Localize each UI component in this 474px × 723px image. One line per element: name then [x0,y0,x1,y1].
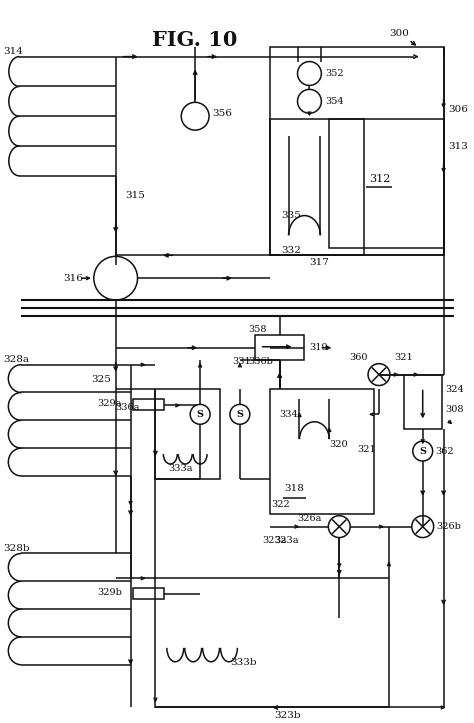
Text: 312: 312 [369,174,391,184]
Text: 354: 354 [325,97,344,106]
Text: 326a: 326a [298,514,322,523]
Bar [270,390,374,514]
Bar [255,335,304,359]
Text: 300: 300 [389,29,409,38]
Text: S: S [419,447,426,455]
Text: 328a: 328a [3,355,29,364]
Bar [133,399,164,411]
Text: 316: 316 [63,274,83,283]
Text: 323a: 323a [274,536,299,545]
Text: 332: 332 [282,246,301,255]
Text: 352: 352 [325,69,344,78]
Text: 333b: 333b [230,658,256,667]
Bar [133,589,164,599]
Text: 314: 314 [3,47,23,56]
Circle shape [190,404,210,424]
Text: 323a: 323a [263,536,287,545]
Text: 329a: 329a [97,399,121,408]
Text: S: S [237,410,243,419]
Text: 356: 356 [212,108,232,118]
Bar [155,390,220,479]
Text: 321: 321 [394,354,413,362]
Text: 323b: 323b [274,711,301,720]
Text: 326b: 326b [437,522,462,531]
Text: 321: 321 [357,445,376,453]
Text: 358: 358 [248,325,266,334]
Text: 317: 317 [310,258,329,267]
Text: 336b: 336b [248,357,273,366]
Text: 319: 319 [310,343,328,352]
Text: 324: 324 [446,385,465,394]
Bar [270,47,444,255]
Text: 328b: 328b [3,544,30,553]
Circle shape [230,404,250,424]
Text: 333a: 333a [168,464,193,474]
Bar [404,375,442,429]
Text: 315: 315 [126,191,146,200]
Text: 329b: 329b [97,588,122,596]
Text: 362: 362 [436,447,454,455]
Text: 336a: 336a [116,403,140,412]
Bar [155,578,389,708]
Text: FIG. 10: FIG. 10 [153,30,238,50]
Text: 320: 320 [329,440,348,449]
Text: 325: 325 [91,375,111,384]
Text: 306: 306 [448,105,468,114]
Text: 322: 322 [272,500,291,509]
Text: 313: 313 [448,142,468,150]
Text: 318: 318 [284,484,304,493]
Text: 335: 335 [282,211,301,220]
Text: 334: 334 [280,410,298,419]
Bar [329,119,444,249]
Circle shape [413,441,433,461]
Text: S: S [197,410,204,419]
Text: 331: 331 [232,357,251,366]
Text: 360: 360 [349,354,368,362]
Text: 308: 308 [446,405,464,414]
Bar [270,119,364,255]
